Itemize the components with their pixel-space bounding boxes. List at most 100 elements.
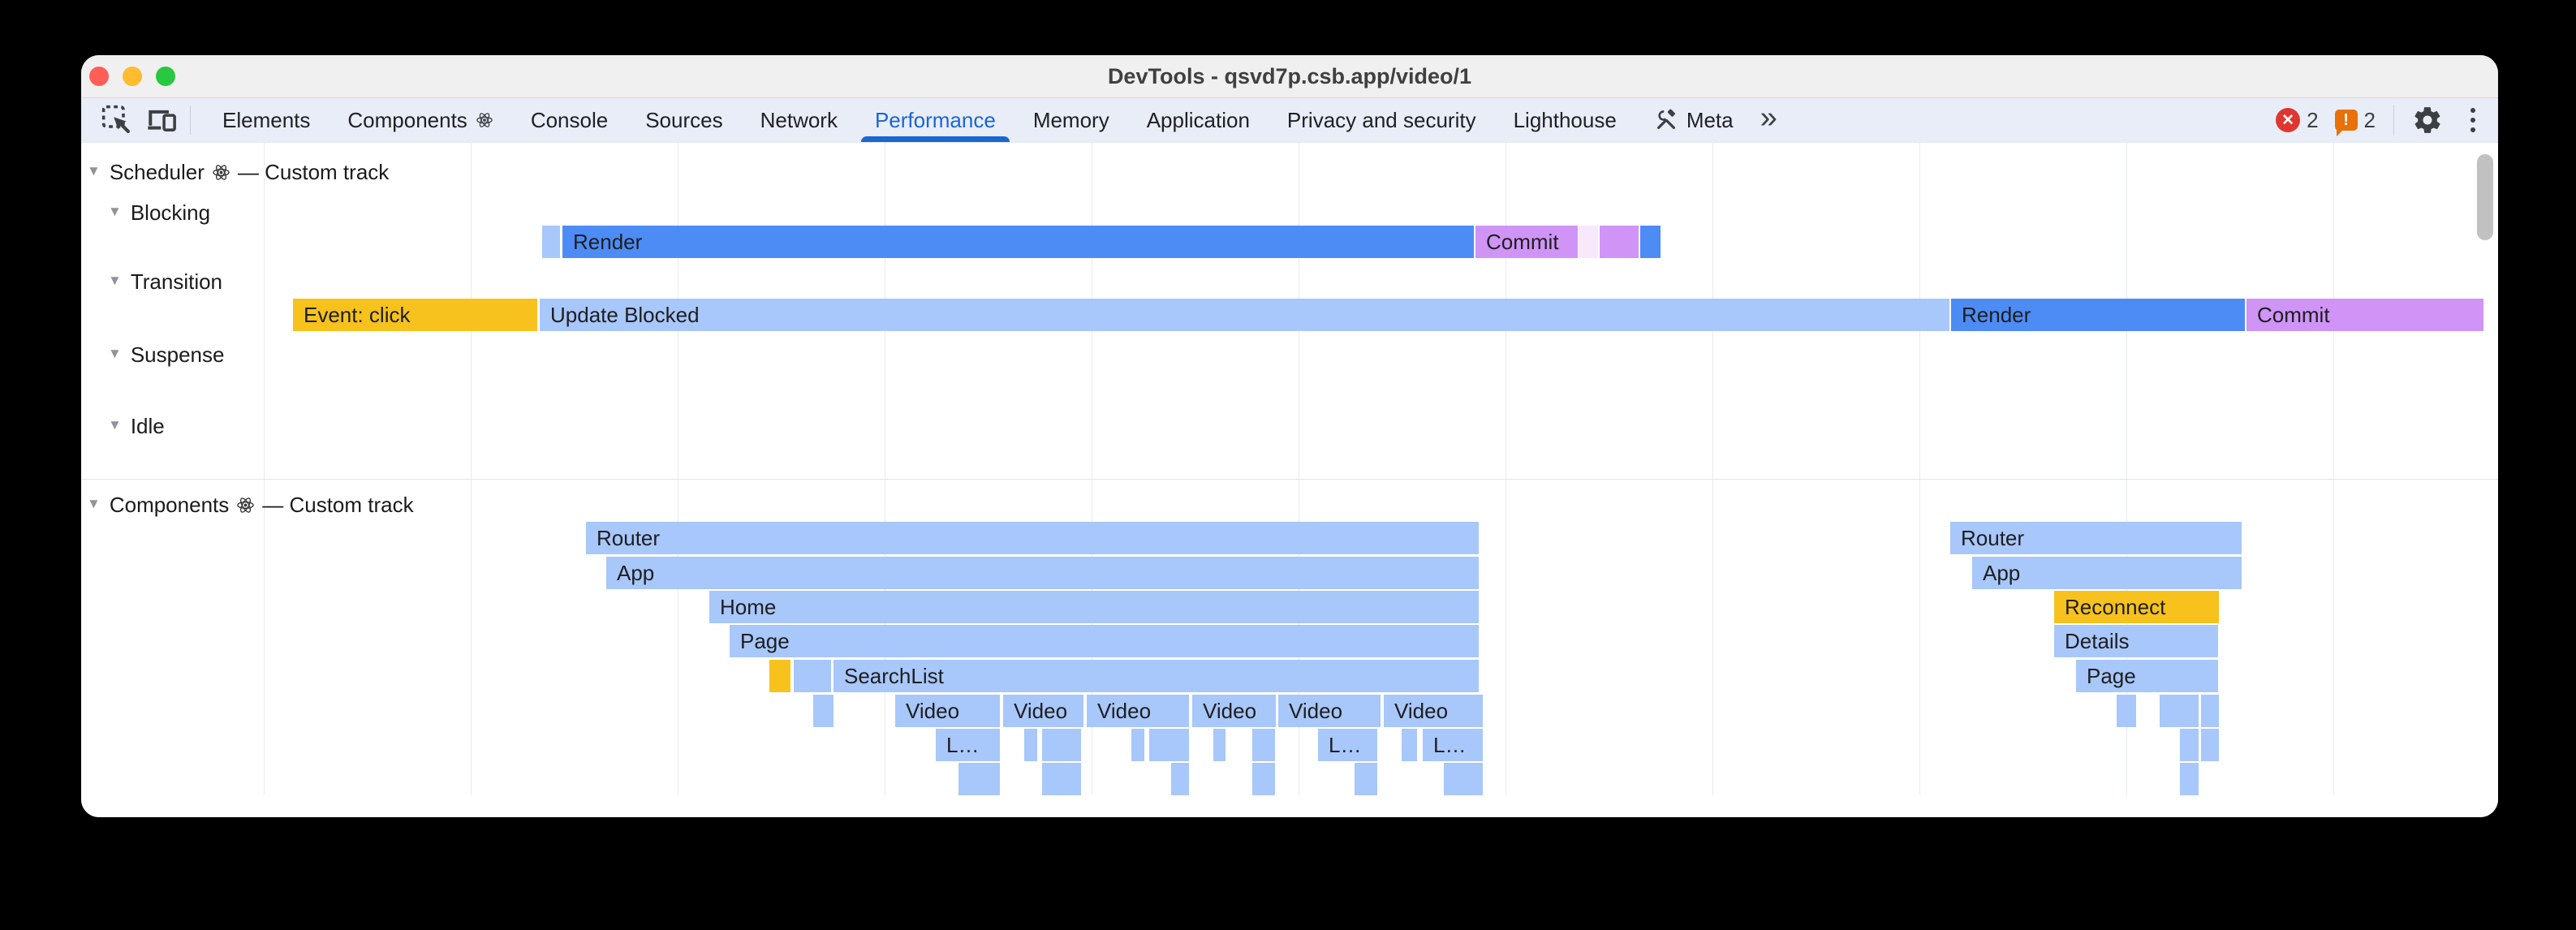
- collapse-triangle-icon[interactable]: ▼: [108, 417, 122, 433]
- tab-meta[interactable]: Meta: [1635, 98, 1752, 142]
- flame-span[interactable]: [1600, 226, 1639, 258]
- tab-label: Memory: [1032, 107, 1109, 132]
- toolbar-right-group: ✕ 2 ! 2: [2276, 98, 2498, 142]
- flame-span[interactable]: [1252, 763, 1275, 795]
- flame-span[interactable]: [1444, 763, 1483, 795]
- close-button[interactable]: [89, 67, 109, 86]
- flame-span[interactable]: [813, 695, 834, 727]
- tab-label: Network: [760, 107, 838, 132]
- tab-privacy-and-security[interactable]: Privacy and security: [1269, 98, 1495, 142]
- span-video[interactable]: Video: [895, 695, 1000, 727]
- span-searchlist[interactable]: SearchList: [834, 660, 1479, 692]
- span-router[interactable]: Router: [1950, 522, 2242, 554]
- gridline: [471, 143, 472, 795]
- devtools-toolbar: Elements Components Console Sources Network P…: [81, 97, 2498, 143]
- tab-memory[interactable]: Memory: [1014, 98, 1128, 142]
- settings-gear-icon[interactable]: [2412, 105, 2443, 136]
- tab-elements[interactable]: Elements: [204, 98, 329, 142]
- flame-span[interactable]: [1024, 729, 1037, 761]
- collapse-triangle-icon[interactable]: ▼: [108, 273, 122, 288]
- span-video[interactable]: Video: [1087, 695, 1189, 727]
- flame-span[interactable]: [2160, 695, 2199, 727]
- react-atom-icon: [476, 111, 493, 129]
- collapse-triangle-icon[interactable]: ▼: [87, 163, 101, 179]
- span-app[interactable]: App: [606, 557, 1479, 589]
- tab-console[interactable]: Console: [512, 98, 627, 142]
- scheduler-track-header[interactable]: ▼ Scheduler — Custom track: [87, 160, 389, 184]
- span-page[interactable]: Page: [2076, 660, 2218, 692]
- flame-span[interactable]: [1131, 729, 1144, 761]
- gridline: [1919, 143, 1920, 795]
- tab-label: Components: [347, 107, 467, 132]
- collapse-triangle-icon[interactable]: ▼: [87, 496, 101, 511]
- span-commit[interactable]: Commit: [2246, 299, 2483, 331]
- span-details[interactable]: Details: [2054, 625, 2218, 657]
- flame-span[interactable]: [2201, 729, 2219, 761]
- flame-span[interactable]: [958, 763, 1000, 795]
- device-toolbar-icon[interactable]: [140, 98, 185, 142]
- inspect-element-icon[interactable]: [94, 98, 140, 142]
- tab-application[interactable]: Application: [1128, 98, 1269, 142]
- span-video[interactable]: Video: [1192, 695, 1276, 727]
- span-reconnect[interactable]: Reconnect: [2054, 591, 2219, 623]
- span-video[interactable]: Video: [1278, 695, 1381, 727]
- span-update-blocked[interactable]: Update Blocked: [540, 299, 1949, 331]
- tab-lighthouse[interactable]: Lighthouse: [1495, 98, 1635, 142]
- lane-transition[interactable]: ▼ Transition: [108, 269, 223, 294]
- flame-span[interactable]: [2180, 729, 2199, 761]
- flame-span[interactable]: [1579, 226, 1598, 258]
- track-divider: [81, 479, 2498, 480]
- flame-span[interactable]: [794, 660, 831, 692]
- lane-suspense[interactable]: ▼ Suspense: [108, 342, 225, 367]
- flame-span[interactable]: [1042, 729, 1081, 761]
- flame-span[interactable]: [1402, 729, 1417, 761]
- span-event-click[interactable]: Event: click: [293, 299, 537, 331]
- span-render[interactable]: Render: [562, 226, 1474, 258]
- span-router[interactable]: Router: [586, 522, 1479, 554]
- lane-blocking[interactable]: ▼ Blocking: [108, 200, 211, 225]
- span-page[interactable]: Page: [730, 625, 1479, 657]
- span-commit[interactable]: Commit: [1475, 226, 1578, 258]
- react-atom-icon: [212, 163, 230, 182]
- tab-components[interactable]: Components: [329, 98, 511, 142]
- scrollbar-thumb[interactable]: [2477, 154, 2493, 240]
- flame-span[interactable]: [2180, 763, 2199, 795]
- error-icon[interactable]: ✕: [2276, 108, 2301, 132]
- flame-span[interactable]: [1213, 729, 1226, 761]
- flame-span[interactable]: [1042, 763, 1081, 795]
- flame-span[interactable]: [769, 660, 790, 692]
- window-titlebar: DevTools - qsvd7p.csb.app/video/1: [81, 55, 2498, 97]
- span-video[interactable]: Video: [1384, 695, 1483, 727]
- span-video[interactable]: Video: [1003, 695, 1083, 727]
- span-home[interactable]: Home: [709, 591, 1479, 623]
- flame-span[interactable]: [542, 226, 560, 258]
- span-l-[interactable]: L…: [1318, 729, 1377, 761]
- warning-icon[interactable]: !: [2334, 110, 2358, 136]
- lane-idle[interactable]: ▼ Idle: [108, 413, 165, 438]
- components-track-header[interactable]: ▼ Components — Custom track: [87, 493, 414, 517]
- zoom-button[interactable]: [156, 67, 175, 86]
- collapse-triangle-icon[interactable]: ▼: [108, 204, 122, 219]
- flame-span[interactable]: [1252, 729, 1275, 761]
- flame-span[interactable]: [1640, 226, 1661, 258]
- tab-sources[interactable]: Sources: [627, 98, 741, 142]
- tab-performance[interactable]: Performance: [856, 98, 1014, 142]
- customize-menu-icon[interactable]: [2467, 105, 2479, 136]
- collapse-triangle-icon[interactable]: ▼: [108, 346, 122, 361]
- flame-span[interactable]: [2117, 695, 2136, 727]
- span-render[interactable]: Render: [1951, 299, 2245, 331]
- span-l-[interactable]: L…: [1423, 729, 1483, 761]
- flame-span[interactable]: [1149, 729, 1189, 761]
- flame-span[interactable]: [1355, 763, 1377, 795]
- flame-span[interactable]: [1171, 763, 1189, 795]
- tab-network[interactable]: Network: [742, 98, 856, 142]
- span-app[interactable]: App: [1972, 557, 2242, 589]
- gridline: [1712, 143, 1713, 795]
- more-tabs-icon[interactable]: »: [1760, 100, 1777, 135]
- minimize-button[interactable]: [123, 67, 142, 86]
- error-count: 2: [2307, 107, 2319, 132]
- flame-span[interactable]: [2201, 695, 2219, 727]
- span-l-[interactable]: L…: [936, 729, 1000, 761]
- traffic-lights: [89, 55, 175, 97]
- performance-timeline: ▼ Scheduler — Custom track ▼ Blocking ▼ …: [81, 143, 2498, 817]
